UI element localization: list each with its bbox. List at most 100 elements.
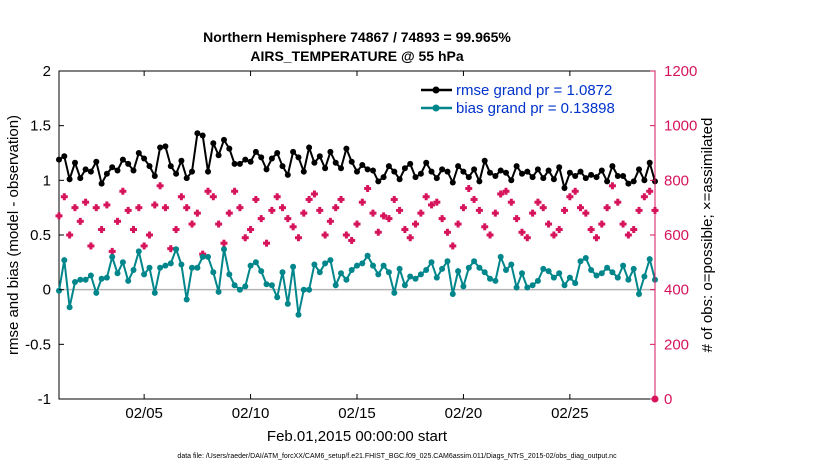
series-markers-bias — [56, 246, 658, 318]
obs-marker — [135, 204, 143, 212]
series-point — [119, 156, 126, 163]
series-point — [460, 283, 467, 290]
series-point — [630, 265, 637, 272]
series-point — [385, 163, 392, 170]
series-point — [146, 264, 153, 271]
series-point — [221, 136, 227, 143]
series-point — [231, 282, 238, 289]
chart-title-line-2: AIRS_TEMPERATURE @ 55 hPa — [250, 48, 464, 64]
series-point — [284, 171, 291, 178]
obs-marker — [130, 226, 137, 234]
obs-marker — [188, 220, 196, 228]
series-point — [316, 269, 323, 276]
series-point — [423, 267, 430, 273]
series-point — [338, 165, 344, 172]
series-point — [636, 166, 642, 173]
series-point — [56, 156, 62, 163]
series-point — [465, 264, 472, 271]
series-point — [481, 157, 488, 164]
obs-marker — [241, 234, 249, 242]
y-right-tick-label: 400 — [664, 282, 689, 299]
y-tick-label: 0 — [43, 282, 51, 299]
series-point — [348, 267, 355, 273]
obs-marker — [507, 198, 515, 206]
series-point — [82, 166, 89, 173]
obs-marker — [119, 187, 127, 195]
obs-marker — [385, 215, 393, 223]
obs-marker — [140, 242, 148, 250]
series-point — [173, 246, 180, 253]
obs-marker — [284, 215, 292, 223]
legend-swatch-marker — [432, 86, 440, 94]
series-point — [396, 265, 403, 272]
series-point — [130, 167, 137, 174]
series-point — [598, 270, 605, 277]
series-point — [407, 160, 414, 167]
series-point — [135, 248, 142, 255]
obs-marker — [310, 190, 318, 198]
obs-marker — [614, 198, 622, 206]
obs-marker — [491, 209, 499, 217]
series-point — [540, 175, 547, 182]
obs-marker — [60, 193, 68, 201]
data-file-footnote: data file: /Users/raeder/DAI/ATM_forcXX/… — [177, 453, 617, 460]
series-point — [268, 155, 275, 162]
series-point — [194, 130, 201, 137]
series-point — [444, 168, 451, 175]
obs-marker — [412, 220, 420, 228]
obs-marker — [513, 215, 521, 223]
series-point — [503, 267, 509, 273]
series-point — [476, 264, 483, 271]
y-tick-label: 1.5 — [30, 118, 51, 135]
obs-marker — [300, 209, 308, 217]
series-point — [370, 262, 376, 269]
obs-marker — [518, 228, 526, 236]
series-point — [471, 258, 478, 265]
series-point — [630, 178, 637, 185]
y-tick-label: 1 — [43, 172, 51, 189]
series-point — [572, 173, 579, 179]
obs-marker — [55, 212, 63, 220]
obs-marker — [316, 206, 324, 214]
series-point — [364, 166, 371, 173]
series-point — [290, 263, 297, 270]
obs-marker — [475, 206, 483, 214]
obs-marker — [417, 209, 425, 217]
series-point — [178, 261, 185, 268]
obs-marker — [646, 187, 654, 195]
y-tick-label: 2 — [43, 63, 51, 80]
obs-marker — [247, 226, 255, 234]
series-point — [593, 174, 600, 181]
series-point — [252, 259, 259, 266]
series-point — [487, 275, 493, 282]
y-right-tick-label: 1000 — [664, 118, 697, 135]
series-point — [439, 166, 446, 173]
obs-marker — [428, 201, 435, 209]
x-tick-label: 02/15 — [338, 405, 376, 422]
series-point — [77, 175, 84, 182]
series-point — [306, 286, 313, 293]
series-point — [125, 277, 132, 284]
series-point — [125, 160, 132, 167]
series-point — [226, 271, 233, 278]
obs-marker — [545, 220, 553, 228]
series-point — [72, 279, 78, 285]
obs-marker — [401, 226, 409, 234]
series-point — [620, 262, 627, 269]
series-point — [322, 260, 329, 267]
obs-marker — [364, 185, 372, 193]
series-point — [98, 180, 105, 187]
series-point — [327, 257, 334, 264]
obs-marker — [98, 226, 106, 234]
obs-marker — [486, 231, 494, 239]
obs-marker — [497, 190, 505, 198]
series-point — [82, 276, 89, 283]
series-point — [412, 275, 419, 282]
series-point — [247, 158, 254, 165]
series-point — [561, 282, 568, 289]
series-point — [481, 269, 488, 276]
obs-marker — [534, 198, 542, 206]
series-point — [593, 272, 600, 279]
series-point — [162, 143, 169, 150]
obs-marker — [598, 220, 606, 228]
